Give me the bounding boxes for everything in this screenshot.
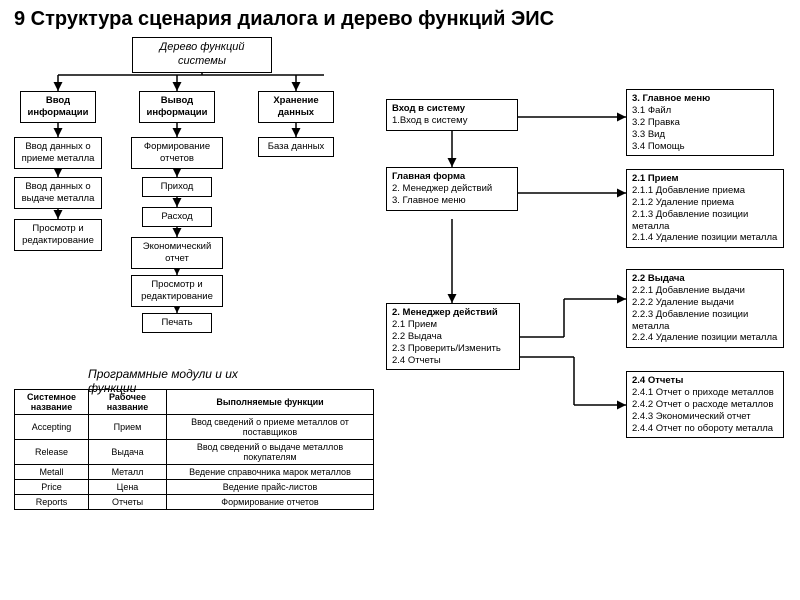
tree-storage: Хранение данных — [258, 91, 334, 123]
tree-output-item-2: Расход — [142, 207, 212, 227]
flow-manager: 2. Менеджер действий 2.1 Прием 2.2 Выдач… — [386, 303, 520, 370]
flow-intake: 2.1 Прием 2.1.1 Добавление приема 2.1.2 … — [626, 169, 784, 248]
tree-output-item-4: Просмотр и редактирование — [131, 275, 223, 307]
table-row: Price Цена Ведение прайс-листов — [15, 480, 374, 495]
tree-input-item-2: Просмотр и редактирование — [14, 219, 102, 251]
table-header: Системное название — [15, 390, 89, 415]
tree-root: Дерево функций системы — [132, 37, 272, 73]
table-row: Accepting Прием Ввод сведений о приеме м… — [15, 415, 374, 440]
flow-login: Вход в систему 1.Вход в систему — [386, 99, 518, 131]
tree-input-item-1: Ввод данных о выдаче металла — [14, 177, 102, 209]
table-header-row: Системное название Рабочее название Выпо… — [15, 390, 374, 415]
flow-issue: 2.2 Выдача 2.2.1 Добавление выдачи 2.2.2… — [626, 269, 784, 348]
table-row: Reports Отчеты Формирование отчетов — [15, 495, 374, 510]
tree-output-item-0: Формирование отчетов — [131, 137, 223, 169]
diagram-stage: Дерево функций системы Ввод информации В… — [14, 37, 786, 577]
flow-mainform: Главная форма 2. Менеджер действий 3. Гл… — [386, 167, 518, 211]
tree-input-item-0: Ввод данных о приеме металла — [14, 137, 102, 169]
table-header: Рабочее название — [89, 390, 167, 415]
tree-root-label: Дерево функций системы — [160, 41, 245, 67]
flow-reports: 2.4 Отчеты 2.4.1 Отчет о приходе металло… — [626, 371, 784, 438]
table-header: Выполняемые функции — [167, 390, 374, 415]
table-row: Metall Металл Ведение справочника марок … — [15, 465, 374, 480]
flow-mainmenu: 3. Главное меню 3.1 Файл 3.2 Правка 3.3 … — [626, 89, 774, 156]
tree-input: Ввод информации — [20, 91, 96, 123]
tree-output-item-3: Экономический отчет — [131, 237, 223, 269]
tree-output-item-5: Печать — [142, 313, 212, 333]
modules-table: Системное название Рабочее название Выпо… — [14, 389, 374, 510]
tree-output: Вывод информации — [139, 91, 215, 123]
tree-output-item-1: Приход — [142, 177, 212, 197]
table-row: Release Выдача Ввод сведений о выдаче ме… — [15, 440, 374, 465]
page-title: 9 Структура сценария диалога и дерево фу… — [14, 8, 786, 31]
tree-storage-item-0: База данных — [258, 137, 334, 157]
